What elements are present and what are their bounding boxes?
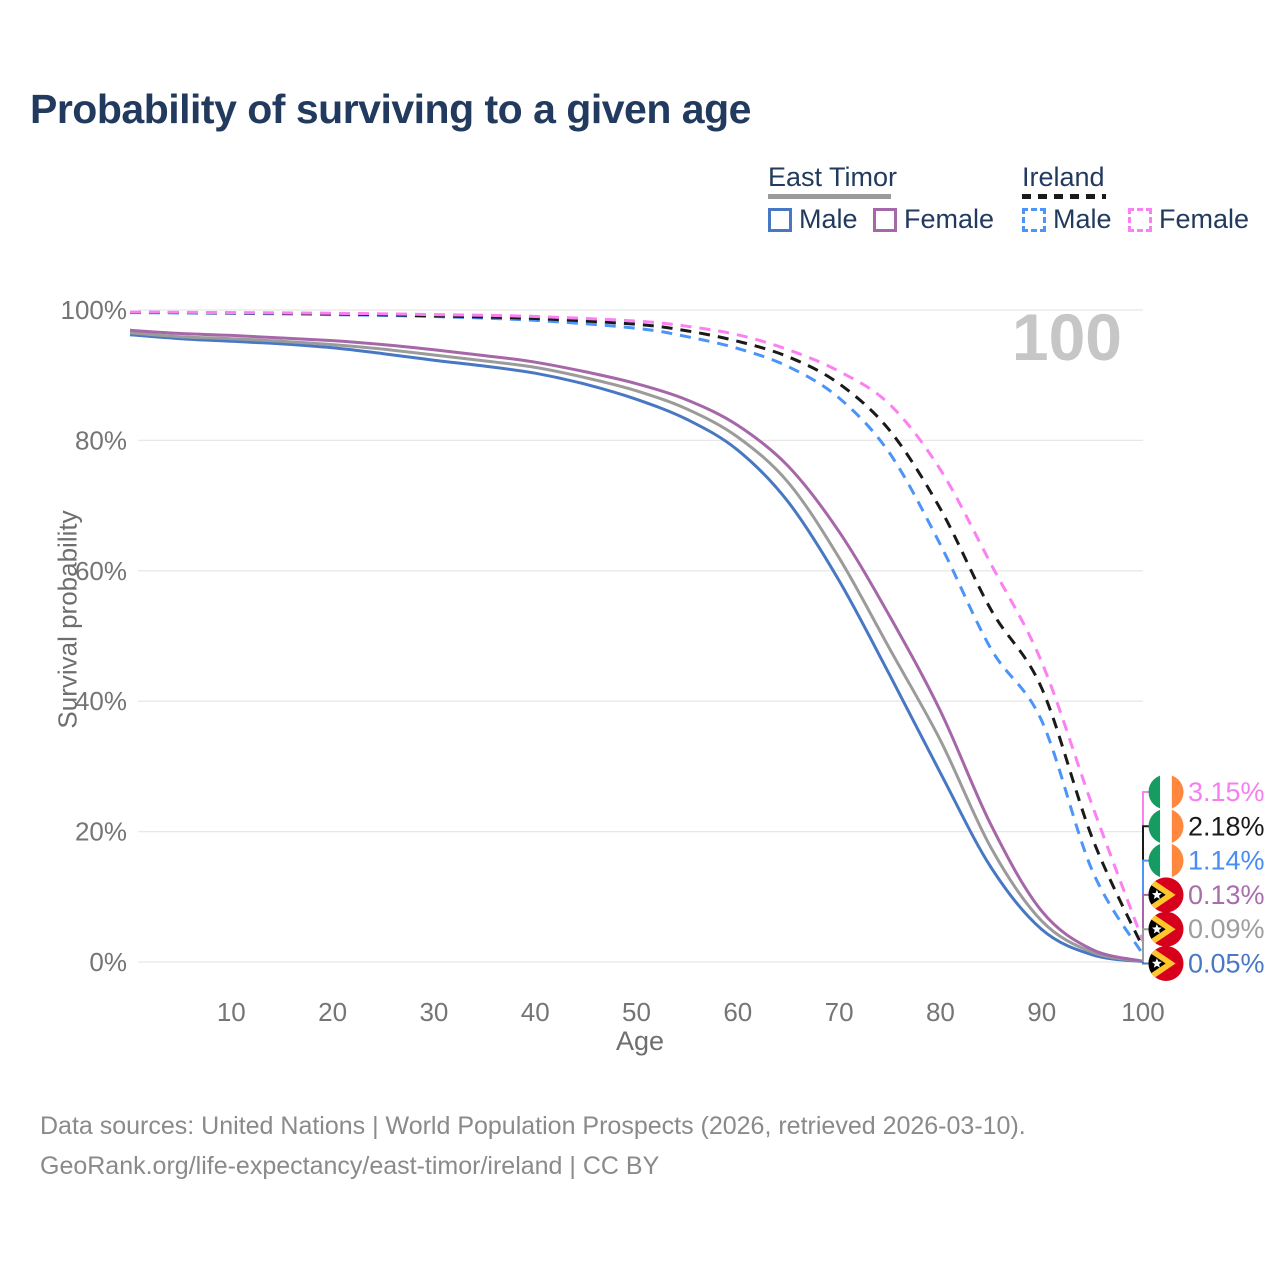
x-axis-tick-label: 80: [926, 997, 955, 1027]
x-axis-tick-label: 20: [318, 997, 347, 1027]
end-label-ireland-both: 2.18%: [1188, 811, 1265, 841]
legend-item-label: Female: [904, 204, 995, 234]
end-label-east-timor-female: 0.13%: [1188, 880, 1265, 910]
east-timor-male-swatch-icon: [768, 207, 792, 232]
data-sources: Data sources: United Nations | World Pop…: [40, 1106, 1026, 1186]
y-axis-tick-label: 100%: [61, 295, 128, 325]
label-connector-east-timor-male: [1142, 961, 1149, 965]
legend-item-east-timor-male[interactable]: Male: [768, 204, 858, 235]
x-axis-tick-label: 60: [723, 997, 752, 1027]
y-axis-tick-label: 0%: [89, 947, 127, 977]
legend-item-east-timor-female[interactable]: Female: [873, 204, 994, 235]
x-axis-tick-label: 40: [521, 997, 550, 1027]
end-label-east-timor-male: 0.05%: [1188, 949, 1265, 979]
x-axis-tick-label: 70: [825, 997, 854, 1027]
legend-item-label: Female: [1159, 204, 1250, 234]
legend-item-ireland-male[interactable]: Male: [1022, 204, 1112, 235]
data-sources-line1: Data sources: United Nations | World Pop…: [40, 1112, 1026, 1140]
label-connector-east-timor-both: [1142, 928, 1149, 962]
curve-east-timor-male[interactable]: [129, 333, 1144, 964]
y-axis-tick-label: 80%: [75, 425, 127, 455]
east-timor-flag-icon: [1148, 911, 1184, 947]
ireland-flag-icon: [1148, 808, 1184, 844]
ireland-female-swatch-icon: [1128, 207, 1152, 232]
x-axis-tick-label: 100: [1121, 997, 1164, 1027]
legend-east-timor-underline-solid: [768, 194, 891, 199]
legend-item-label: Male: [799, 204, 858, 234]
legend-item-ireland-female[interactable]: Female: [1128, 204, 1249, 235]
y-axis-tick-label: 40%: [75, 686, 127, 716]
x-axis-title: Age: [615, 1026, 665, 1056]
curve-east-timor-female[interactable]: [129, 328, 1144, 963]
east-timor-female-swatch-icon: [873, 207, 897, 232]
x-axis-tick-label: 50: [622, 997, 651, 1027]
page-title: Probability of surviving to a given age: [30, 86, 751, 132]
end-label-ireland-male: 1.14%: [1188, 846, 1265, 876]
x-axis-tick-label: 10: [217, 997, 246, 1027]
y-axis-tick-label: 20%: [75, 817, 127, 847]
legend-group-ireland: Ireland: [1022, 162, 1105, 192]
curve-ireland-female[interactable]: [129, 310, 1145, 943]
east-timor-flag-icon: [1148, 946, 1184, 981]
end-label-east-timor-both: 0.09%: [1188, 914, 1265, 944]
age-watermark: 100: [1011, 300, 1122, 374]
end-label-ireland-female: 3.15%: [1188, 777, 1265, 807]
curve-ireland-male[interactable]: [129, 311, 1145, 956]
curve-ireland-both[interactable]: [129, 310, 1145, 949]
east-timor-flag-icon: [1148, 877, 1184, 913]
ireland-flag-icon: [1148, 774, 1184, 810]
curve-east-timor-both[interactable]: [129, 331, 1144, 963]
legend-item-label: Male: [1053, 204, 1112, 234]
x-axis-tick-label: 30: [419, 997, 448, 1027]
legend-group-east-timor: East Timor: [768, 162, 898, 192]
data-sources-line2: GeoRank.org/life-expectancy/east-timor/i…: [40, 1152, 660, 1180]
ireland-male-swatch-icon: [1022, 207, 1046, 232]
y-axis-tick-label: 60%: [75, 556, 127, 586]
ireland-flag-icon: [1148, 843, 1184, 879]
x-axis-tick-label: 90: [1027, 997, 1056, 1027]
legend-ireland-underline-dashed: [1022, 194, 1106, 199]
